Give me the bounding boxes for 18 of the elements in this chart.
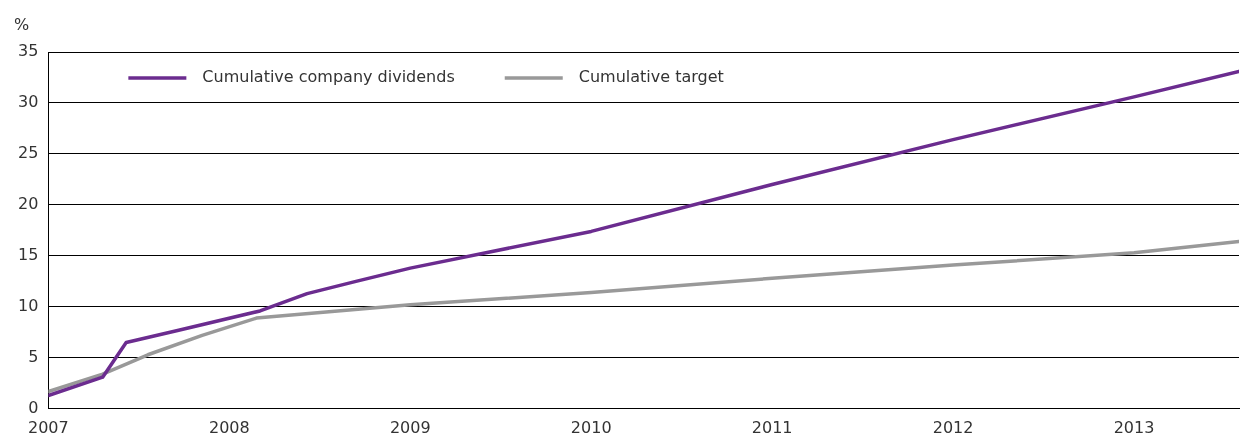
y-axis-title: % bbox=[14, 15, 30, 35]
y-tick-label: 25 bbox=[18, 143, 39, 163]
x-tick-label: 2009 bbox=[389, 417, 431, 437]
x-tick-label: 2012 bbox=[932, 417, 974, 437]
legend-label: Cumulative company dividends bbox=[202, 67, 455, 87]
y-tick-label: 10 bbox=[18, 296, 39, 316]
x-tick-label: 2007 bbox=[28, 417, 69, 437]
legend-label: Cumulative target bbox=[578, 67, 724, 87]
x-tick-label: 2013 bbox=[1113, 417, 1155, 437]
x-tick-label: 2010 bbox=[570, 417, 612, 437]
x-tick-label: 2011 bbox=[751, 417, 793, 437]
y-tick-label: 15 bbox=[18, 245, 39, 265]
y-tick-label: 5 bbox=[28, 346, 39, 366]
y-tick-label: 0 bbox=[28, 397, 39, 417]
y-tick-label: 30 bbox=[18, 92, 39, 112]
y-tick-label: 20 bbox=[18, 194, 39, 214]
x-tick-label: 2008 bbox=[208, 417, 250, 437]
y-tick-label: 35 bbox=[18, 41, 39, 61]
